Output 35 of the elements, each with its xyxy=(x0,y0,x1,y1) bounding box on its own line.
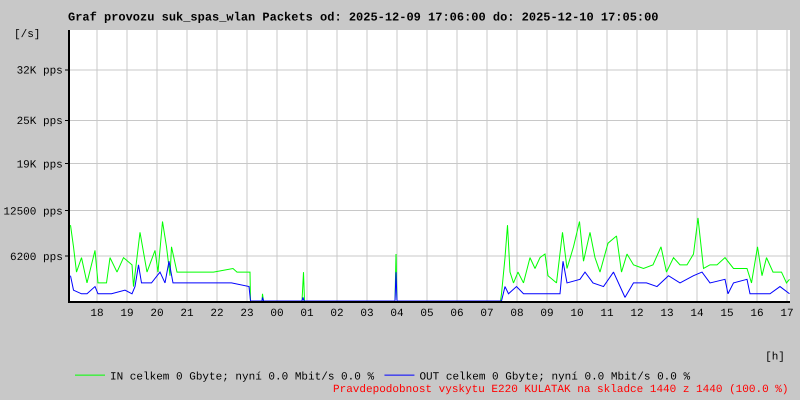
x-tick-label: 07 xyxy=(480,308,494,320)
x-tick-label: 13 xyxy=(660,308,674,320)
x-tick-label: 04 xyxy=(390,308,404,320)
x-tick-label: 16 xyxy=(750,308,764,320)
x-tick-label: 11 xyxy=(600,308,614,320)
x-tick-label: 06 xyxy=(450,308,464,320)
x-tick-label: 23 xyxy=(240,308,254,320)
x-tick-label: 05 xyxy=(420,308,434,320)
x-tick-label: 18 xyxy=(90,308,104,320)
x-tick-label: 15 xyxy=(720,308,734,320)
y-tick-label: 6200 pps xyxy=(10,252,63,264)
x-tick-label: 19 xyxy=(120,308,134,320)
x-tick-label: 03 xyxy=(360,308,374,320)
x-tick-label: 02 xyxy=(330,308,344,320)
x-tick-label: 14 xyxy=(690,308,704,320)
x-tick-label: 10 xyxy=(570,308,584,320)
x-tick-label: 22 xyxy=(210,308,224,320)
x-tick-label: 20 xyxy=(150,308,164,320)
y-tick-label: 12500 pps xyxy=(3,206,63,219)
x-tick-label: 17 xyxy=(780,308,794,320)
x-tick-label: 09 xyxy=(540,308,554,320)
text: Pravdepodobnost vyskytu E220 KULATAK na skladce 1440 z 1440 (100.0 %) xyxy=(333,384,788,396)
x-tick-label: 21 xyxy=(180,308,194,320)
chart-title: Graf provozu suk_spas_wlan Packets od: 2025-12-09 17:06:00 do: 2025-12-10 17:05:00 xyxy=(68,10,658,24)
legend-label: OUT celkem 0 Gbyte; nyní 0.0 Mbit/s 0.0 % xyxy=(419,371,690,384)
y-axis-title: [/s] xyxy=(14,29,40,41)
legend-label: IN celkem 0 Gbyte; nyní 0.0 Mbit/s 0.0 % xyxy=(110,371,374,384)
x-tick-label: 08 xyxy=(510,308,524,320)
x-axis-title: [h] xyxy=(765,351,785,364)
y-tick-label: 19K pps xyxy=(16,160,63,172)
y-tick-label: 25K pps xyxy=(16,116,63,128)
x-tick-label: 12 xyxy=(630,308,644,320)
x-tick-label: 00 xyxy=(270,308,284,320)
x-tick-label: 01 xyxy=(300,308,314,320)
y-tick-label: 32K pps xyxy=(16,66,63,78)
